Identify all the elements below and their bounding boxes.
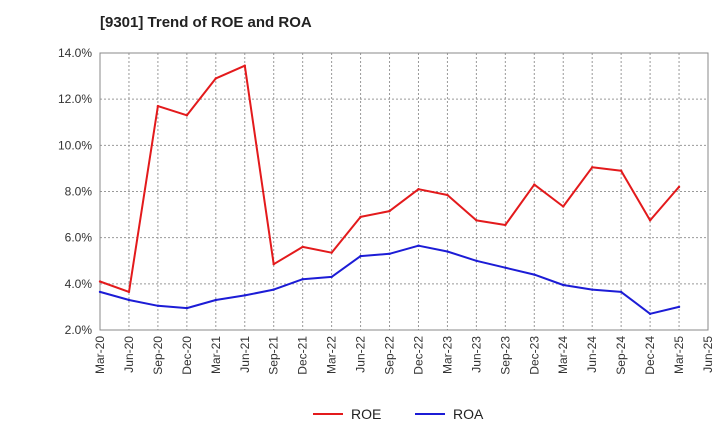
data-point-roe (185, 114, 189, 117)
data-point-roa (330, 275, 333, 279)
x-tick-label: Sep-21 (267, 336, 281, 375)
data-point-roa (127, 298, 131, 302)
x-tick-label: Jun-21 (238, 336, 252, 373)
x-tick-label: Mar-21 (209, 336, 223, 374)
data-point-roe (417, 187, 420, 191)
x-tick-label: Dec-22 (411, 336, 425, 375)
data-point-roa (301, 278, 304, 281)
data-point-roe (156, 104, 160, 108)
data-point-roa (388, 252, 391, 256)
data-point-roe (562, 205, 565, 208)
x-tick-label: Jun-25 (701, 336, 715, 373)
data-point-roe (98, 280, 102, 283)
x-tick-label: Sep-20 (151, 336, 165, 375)
grid-lines (100, 53, 708, 330)
data-point-roa (475, 259, 478, 262)
y-tick-label: 14.0% (58, 46, 92, 60)
x-tick-label: Jun-20 (122, 336, 136, 373)
x-tick-label: Dec-24 (643, 336, 657, 375)
data-point-roe (446, 193, 449, 197)
data-point-roa (156, 304, 160, 307)
data-point-roe (648, 219, 652, 222)
x-tick-label: Mar-25 (672, 336, 686, 374)
data-point-roa (417, 244, 420, 247)
y-tick-label: 10.0% (58, 138, 92, 152)
x-tick-label: Dec-20 (180, 336, 194, 375)
x-tick-label: Sep-24 (614, 336, 628, 375)
x-tick-label: Mar-24 (556, 336, 570, 374)
y-axis: 2.0% 4.0% 6.0% 8.0% 10.0% 12.0% 14.0% (58, 46, 92, 337)
y-tick-label: 8.0% (65, 185, 93, 199)
x-tick-label: Jun-24 (585, 336, 599, 373)
legend-label-roe: ROE (351, 406, 381, 422)
plot-area (99, 52, 709, 331)
data-point-roe (359, 215, 362, 219)
series-line-roa (99, 244, 680, 315)
legend-label-roa: ROA (453, 406, 484, 422)
data-point-roa (590, 288, 594, 291)
data-point-roa (504, 266, 507, 269)
x-tick-label: Dec-23 (527, 336, 541, 375)
y-tick-label: 12.0% (58, 92, 92, 106)
data-point-roa (446, 250, 449, 253)
y-tick-label: 4.0% (65, 277, 93, 291)
data-point-roe (301, 245, 304, 249)
data-point-roa (214, 298, 218, 302)
data-point-roe (504, 223, 507, 227)
data-point-roe (330, 251, 333, 254)
y-tick-label: 2.0% (65, 323, 93, 337)
data-point-roa (272, 288, 275, 291)
series-lines (98, 64, 681, 316)
data-point-roa (648, 312, 652, 316)
x-tick-label: Sep-23 (498, 336, 512, 375)
data-point-roa (677, 305, 681, 309)
data-point-roe (127, 290, 131, 294)
chart-title: [9301] Trend of ROE and ROA (100, 14, 312, 31)
data-point-roe (388, 209, 391, 213)
data-point-roe (243, 64, 246, 67)
data-point-roe (590, 166, 594, 169)
x-axis: Mar-20 Jun-20 Sep-20 Dec-20 Mar-21 Jun-21 Sep-… (93, 336, 715, 375)
data-point-roe (475, 219, 478, 222)
data-point-roe (533, 183, 536, 186)
data-point-roe (272, 263, 275, 266)
data-point-roa (185, 306, 189, 310)
x-tick-label: Mar-22 (325, 336, 339, 374)
x-tick-label: Dec-21 (296, 336, 310, 375)
data-point-roa (359, 254, 362, 258)
data-point-roa (98, 290, 102, 294)
data-point-roe (214, 77, 218, 80)
data-point-roa (243, 294, 246, 297)
data-point-roa (562, 283, 565, 287)
x-tick-label: Jun-23 (469, 336, 483, 373)
x-tick-label: Sep-22 (383, 336, 397, 375)
data-point-roa (533, 273, 536, 276)
data-point-roe (619, 169, 623, 172)
x-tick-label: Mar-20 (93, 336, 107, 374)
x-tick-label: Mar-23 (440, 336, 454, 374)
data-point-roe (677, 185, 681, 189)
data-point-roa (619, 290, 623, 294)
y-tick-label: 6.0% (65, 231, 93, 245)
x-tick-label: Jun-22 (354, 336, 368, 373)
legend: ROE ROA (313, 406, 484, 422)
